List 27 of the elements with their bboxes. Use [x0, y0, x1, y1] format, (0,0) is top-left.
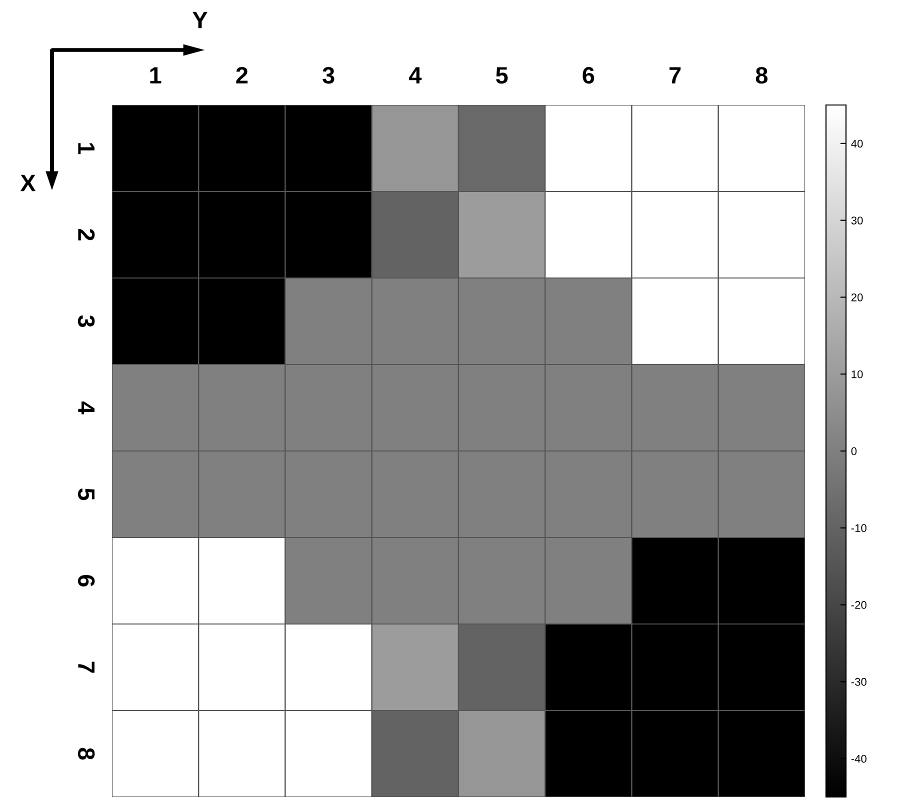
x-axis-title: Y	[192, 12, 208, 28]
y-tick-label: 1	[78, 143, 94, 154]
color-bar-label: 0	[851, 447, 857, 456]
color-bar-label: 10	[852, 370, 863, 378]
x-tick-label: 5	[496, 67, 508, 84]
y-tick-label: 5	[78, 488, 94, 500]
x-tick-label: 3	[322, 66, 334, 84]
y-tick-label: 8	[78, 748, 95, 760]
color-bar-label: -20	[851, 601, 866, 609]
x-tick-label: 2	[236, 66, 248, 84]
x-tick-label: 6	[582, 66, 594, 84]
y-tick-label: 7	[78, 662, 94, 673]
y-tick-label: 6	[78, 575, 95, 586]
y-tick-label: 4	[78, 402, 94, 414]
x-tick-label: 1	[150, 67, 162, 84]
color-bar-label: 20	[851, 293, 863, 302]
y-axis-title: X	[20, 174, 36, 192]
y-tick-label: 3	[78, 315, 95, 327]
x-tick-label: 4	[408, 67, 422, 84]
y-tick-label: 2	[78, 229, 95, 240]
color-bar-label: 30	[851, 216, 863, 224]
color-bar-label: -10	[851, 524, 866, 532]
color-bar-label: -30	[851, 678, 866, 686]
x-tick-label: 8	[756, 66, 768, 84]
x-tick-label: 7	[670, 67, 681, 84]
color-bar-label: 40	[851, 140, 863, 148]
color-bar-label: -40	[851, 754, 866, 763]
